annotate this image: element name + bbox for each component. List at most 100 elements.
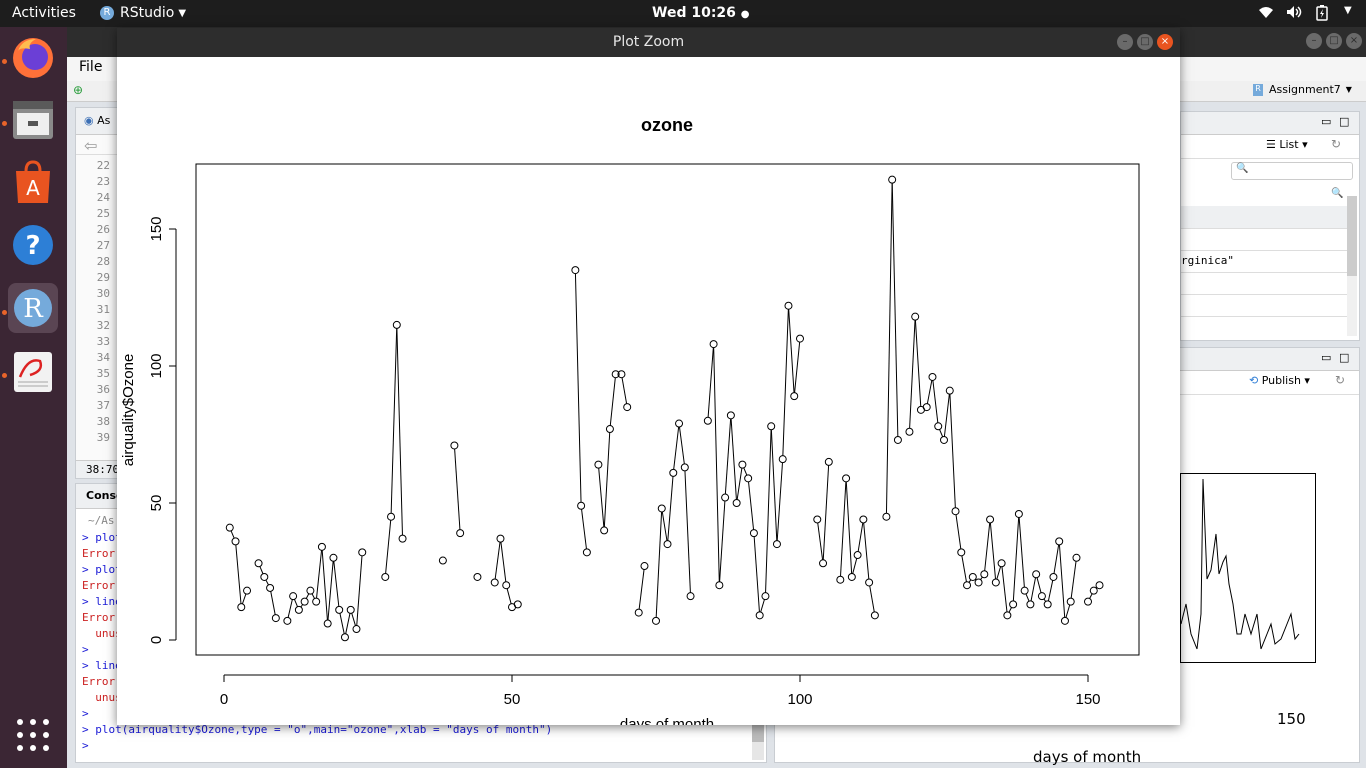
pane-minimize-icon[interactable]: ▭ (1321, 351, 1332, 364)
series-segment (385, 520, 392, 574)
data-point (352, 625, 361, 634)
background-plot-tick: 150 (1277, 710, 1306, 728)
background-plot-frame (1180, 473, 1316, 663)
data-point (1089, 586, 1098, 595)
data-point (888, 175, 897, 184)
data-point (271, 614, 280, 623)
data-point (300, 597, 309, 606)
series-segment (753, 536, 760, 612)
data-point (571, 266, 580, 275)
minimize-icon[interactable]: – (1306, 33, 1322, 49)
console-path: ~/As (88, 514, 115, 527)
list-view-menu[interactable]: ☰ List ▾ (1266, 138, 1308, 151)
firefox-icon[interactable] (8, 33, 58, 83)
close-icon[interactable]: × (1346, 33, 1362, 49)
data-point (640, 562, 649, 571)
list-view-label: List (1279, 138, 1299, 151)
series-segment (294, 599, 298, 607)
zoom-window-title: Plot Zoom (612, 34, 685, 50)
data-point (865, 578, 874, 587)
project-label: Assignment7 (1269, 83, 1341, 96)
publish-button[interactable]: ⟲ Publish ▾ (1249, 374, 1310, 387)
console-tab[interactable]: Conso (86, 489, 124, 502)
data-point (594, 460, 603, 469)
refresh-icon[interactable]: ↻ (1335, 373, 1346, 387)
clock[interactable]: Wed 10:26 ● (652, 5, 750, 21)
system-menu-caret-icon[interactable]: ▼ (1344, 5, 1352, 16)
env-toolbar: ☰ List ▾ ↻ (1181, 134, 1359, 159)
data-point (294, 605, 303, 614)
scroll-thumb[interactable] (1347, 196, 1357, 276)
app-menu[interactable]: R RStudio ▼ (100, 5, 186, 21)
data-point (945, 386, 954, 395)
search-icon[interactable]: 🔍 (1331, 188, 1344, 199)
data-point (836, 575, 845, 584)
pane-maximize-icon[interactable]: □ (1339, 351, 1350, 364)
console-scrollbar[interactable] (752, 724, 764, 760)
series-segment (707, 347, 714, 418)
help-icon[interactable]: ? (8, 220, 58, 270)
software-center-icon[interactable]: A (8, 157, 58, 207)
data-point (813, 515, 822, 524)
console-line: Error (82, 611, 116, 624)
console-line: > (82, 739, 96, 752)
data-point (283, 616, 292, 625)
series-segment (788, 309, 795, 393)
series-segment (259, 566, 264, 574)
scroll-thumb[interactable] (752, 724, 764, 742)
data-point (1049, 572, 1058, 581)
project-menu[interactable]: R Assignment7 ▼ (1253, 83, 1352, 96)
show-applications-icon[interactable] (8, 710, 58, 760)
series-segment (730, 418, 737, 500)
data-point (1020, 586, 1029, 595)
data-point (260, 572, 269, 581)
data-point (951, 507, 960, 516)
refresh-icon[interactable]: ↻ (1331, 137, 1342, 151)
close-icon[interactable]: × (1157, 34, 1173, 50)
data-point (755, 611, 764, 620)
data-point (940, 435, 948, 444)
menu-file[interactable]: File (79, 59, 103, 75)
document-viewer-icon[interactable] (8, 347, 58, 397)
series-segment (679, 426, 685, 464)
project-icon: R (1253, 83, 1263, 96)
env-row-value: rginica" (1181, 250, 1347, 273)
pane-maximize-icon[interactable]: □ (1339, 115, 1350, 128)
series-segment (345, 613, 351, 634)
list-icon: ☰ (1266, 138, 1276, 151)
volume-icon[interactable] (1286, 5, 1302, 23)
minimize-icon[interactable]: – (1117, 34, 1133, 50)
battery-icon[interactable] (1316, 5, 1328, 25)
editor-tab-label: As (97, 114, 111, 127)
series-segment (327, 561, 334, 621)
data-point (819, 559, 828, 568)
editor-tab-bar: ◉ As (76, 108, 121, 135)
pane-minimize-icon[interactable]: ▭ (1321, 115, 1332, 128)
env-search-input[interactable]: 🔍 (1231, 162, 1353, 180)
env-scrollbar[interactable] (1347, 196, 1357, 336)
rstudio-icon[interactable]: R (8, 283, 58, 333)
editor-tab[interactable]: ◉ As (84, 114, 110, 127)
line-number: 32 (96, 319, 110, 332)
maximize-icon[interactable]: □ (1137, 34, 1153, 50)
data-point (893, 435, 902, 444)
data-point (680, 463, 689, 472)
maximize-icon[interactable]: □ (1326, 33, 1342, 49)
data-point (1055, 537, 1064, 546)
data-point (1009, 600, 1018, 609)
series-segment (581, 509, 587, 549)
data-point (1037, 592, 1046, 601)
console-output[interactable]: > plot Error > plot Error > line Error unus > >… (82, 530, 552, 754)
line-number-gutter: 22 23 24 25 26 27 28 29 30 31 32 33 34 35 36 37 38 39 (76, 158, 110, 446)
back-arrow-icon[interactable]: ⇦ (84, 136, 98, 155)
background-plot-lines (1180, 478, 1300, 650)
activities-button[interactable]: Activities (12, 5, 76, 21)
files-icon[interactable] (8, 95, 58, 145)
search-icon: 🔍 (1236, 163, 1249, 174)
wifi-icon[interactable] (1258, 5, 1274, 23)
new-file-icon[interactable]: ⊕ (73, 83, 84, 97)
r-file-icon: ◉ (84, 114, 94, 127)
publish-icon: ⟲ (1249, 374, 1259, 387)
zoom-titlebar[interactable]: Plot Zoom – □ × (117, 28, 1180, 57)
series-segment (598, 468, 605, 527)
